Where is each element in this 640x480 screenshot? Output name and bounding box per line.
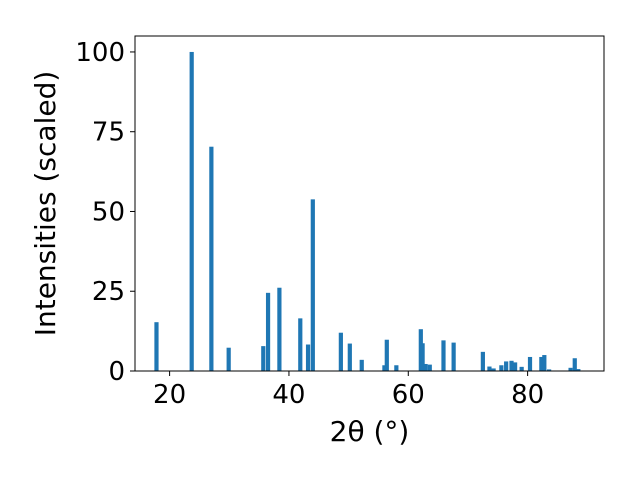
bar [519,366,524,371]
y-tick-label: 50 [92,197,125,227]
bar [347,343,352,371]
y-axis-label: Intensities (scaled) [29,71,62,337]
bar [441,340,446,371]
plot-frame [134,35,605,372]
bar [480,351,485,371]
x-tick-label: 40 [272,380,305,410]
bar [359,359,364,371]
bar [384,339,389,371]
x-axis-ticks: 20 40 60 80 [153,371,544,410]
bar [298,318,303,371]
x-tick-label: 80 [511,380,544,410]
x-tick-label: 20 [153,380,186,410]
x-tick-label: 60 [392,380,425,410]
bar [305,344,311,371]
bar [394,365,399,371]
bar [261,346,266,371]
bar [209,146,214,371]
y-tick-label: 0 [108,357,125,387]
bar [491,368,496,371]
bar [572,358,577,371]
bar [226,347,231,371]
bar [542,355,547,371]
bar [451,342,456,371]
bar [499,365,504,371]
bar [487,366,492,371]
x-axis-label: 2θ (°) [330,415,410,448]
bar [509,360,514,371]
bar [265,292,271,371]
bar [504,361,509,371]
bar [382,365,387,371]
bar [420,343,425,371]
bar [338,332,343,371]
bar [189,51,194,371]
bar [568,367,573,371]
bar [310,199,315,371]
y-tick-label: 100 [75,38,125,68]
bar [527,356,533,371]
bar [576,369,581,371]
bar [512,362,518,371]
bar [427,364,432,371]
bar [423,363,428,371]
y-tick-label: 75 [92,118,125,148]
bar [154,322,159,371]
y-tick-label: 25 [92,277,125,307]
y-axis-ticks: 0 25 50 75 100 [75,38,135,387]
bars-group [154,51,581,371]
bar [547,369,552,371]
bar [539,356,544,371]
bar [277,287,282,371]
